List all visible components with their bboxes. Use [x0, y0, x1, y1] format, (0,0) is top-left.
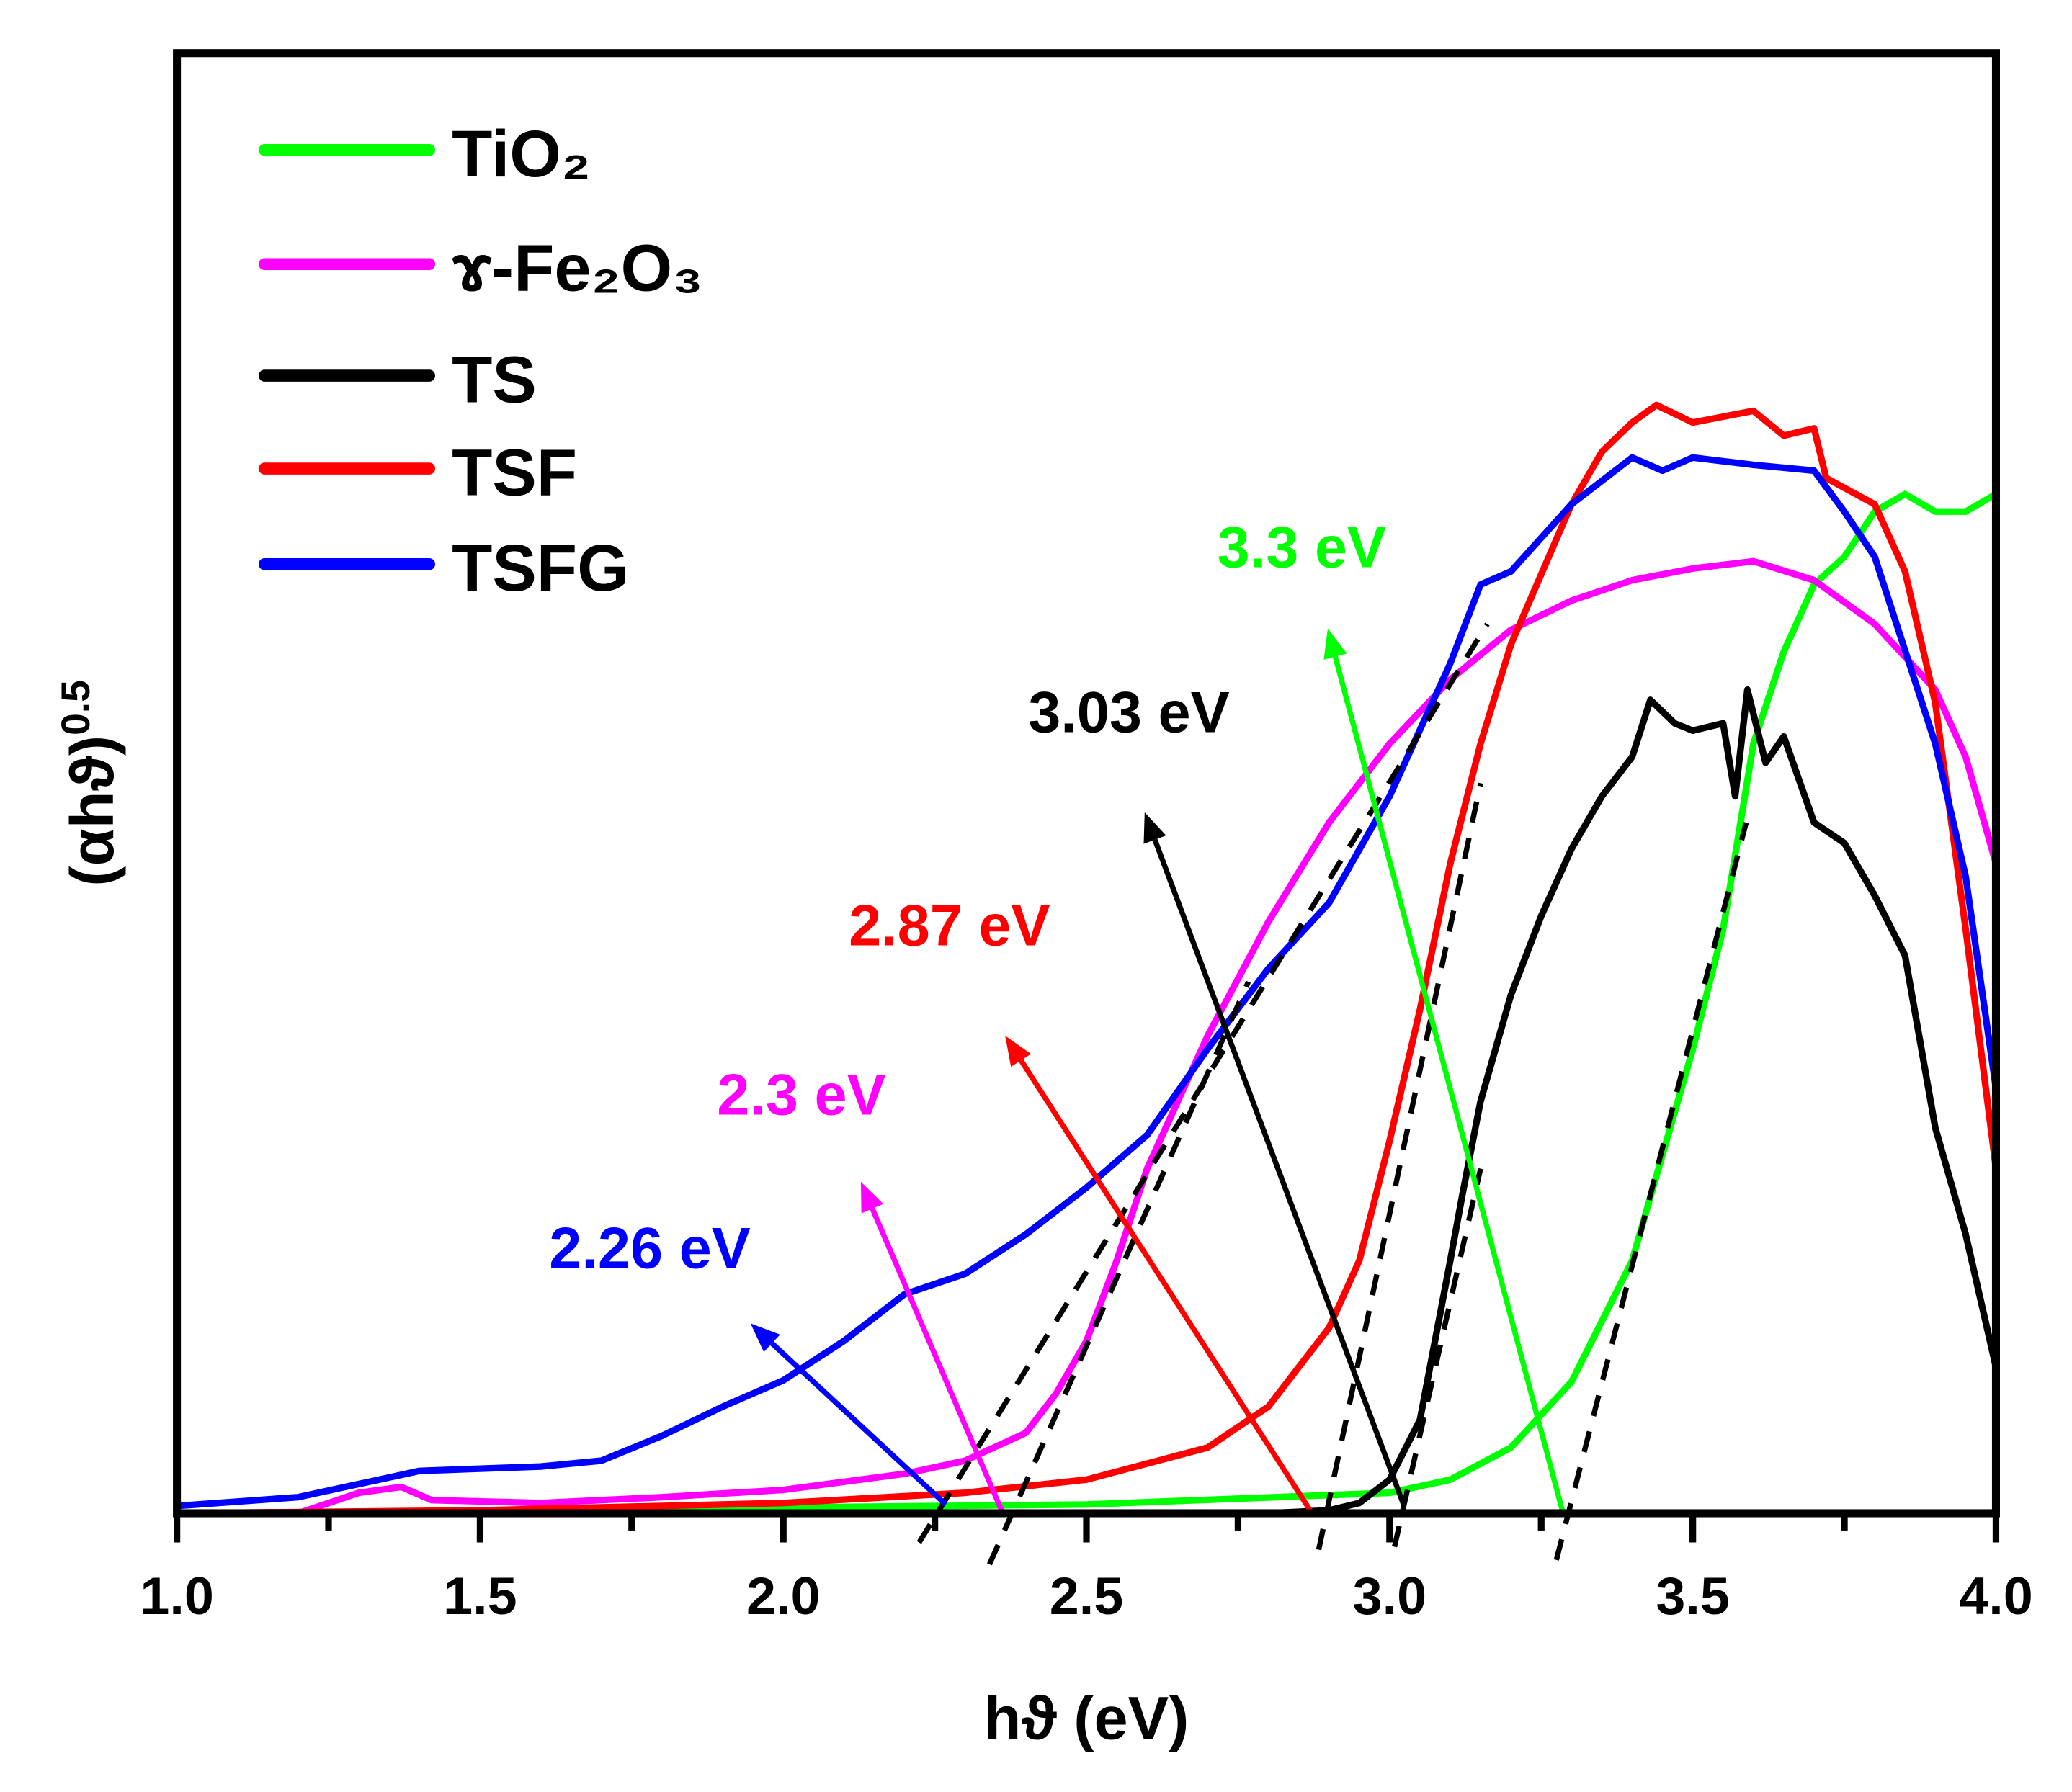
- series-line-1: [177, 557, 1999, 1517]
- tangent-lines: [916, 622, 1749, 1566]
- arrowhead-icon: [1005, 1036, 1032, 1067]
- series-lines: [177, 401, 2000, 1517]
- plot-frame: [173, 49, 2000, 1518]
- arrowhead-icon: [1323, 628, 1347, 660]
- arrowhead-icon: [860, 1181, 884, 1214]
- x-axis: 1.0 1.5 2.0 2.5 3.0 3.5 4.0: [140, 1513, 2033, 1626]
- y-axis-label-base: (αhϑ): [58, 735, 126, 887]
- x-tick-label: 4.0: [1959, 1566, 2032, 1626]
- legend-label-2: TS: [452, 342, 537, 416]
- tangent-line-2: [1316, 782, 1483, 1551]
- series-line-4: [177, 454, 2000, 1510]
- series-line-0: [510, 490, 1998, 1514]
- tangent-line-4: [1553, 822, 1749, 1561]
- annotation-label-3: 3.03 eV: [1028, 680, 1230, 745]
- x-tick-label: 1.0: [140, 1566, 213, 1626]
- tangent-line-1: [987, 980, 1251, 1566]
- arrowhead-icon: [750, 1323, 780, 1353]
- series-line-3: [177, 401, 2000, 1517]
- legend-label-1: ɤ-Fe₂O₃: [452, 231, 703, 305]
- annotation-label-0: 2.26 eV: [549, 1216, 751, 1281]
- annotation-label-4: 3.3 eV: [1218, 515, 1386, 580]
- legend: TiO₂ ɤ-Fe₂O₃ TS TSF TSFG: [258, 117, 703, 605]
- arrowhead-icon: [1143, 812, 1166, 844]
- annotation-label-1: 2.3 eV: [717, 1063, 885, 1128]
- annotation-arrow-0: [769, 1341, 948, 1507]
- annotation-arrow-1: [870, 1207, 1006, 1515]
- annotation-arrow-3: [1152, 838, 1406, 1506]
- legend-label-4: TSFG: [452, 531, 629, 605]
- legend-label-0: TiO₂: [452, 117, 591, 191]
- annotation-arrow-4: [1332, 655, 1566, 1514]
- x-tick-label: 2.0: [746, 1566, 820, 1626]
- y-axis-label: (αhϑ)0.5: [53, 680, 126, 887]
- y-axis-label-sup: 0.5: [53, 680, 98, 735]
- annotation-label-2: 2.87 eV: [849, 893, 1050, 958]
- x-tick-label: 1.5: [443, 1566, 517, 1626]
- annotation-arrow-2: [1019, 1059, 1315, 1515]
- legend-label-3: TSF: [452, 435, 577, 509]
- annotations: 2.26 eV 2.3 eV 2.87 eV 3.03 eV 3.3 eV: [549, 515, 1566, 1515]
- tangent-line-3: [1391, 1168, 1483, 1548]
- series-line-2: [177, 686, 1999, 1517]
- x-tick-label: 3.0: [1353, 1566, 1426, 1626]
- x-tick-label: 2.5: [1050, 1566, 1123, 1626]
- x-axis-label: hϑ (eV): [984, 1683, 1189, 1752]
- x-tick-label: 3.5: [1656, 1566, 1729, 1626]
